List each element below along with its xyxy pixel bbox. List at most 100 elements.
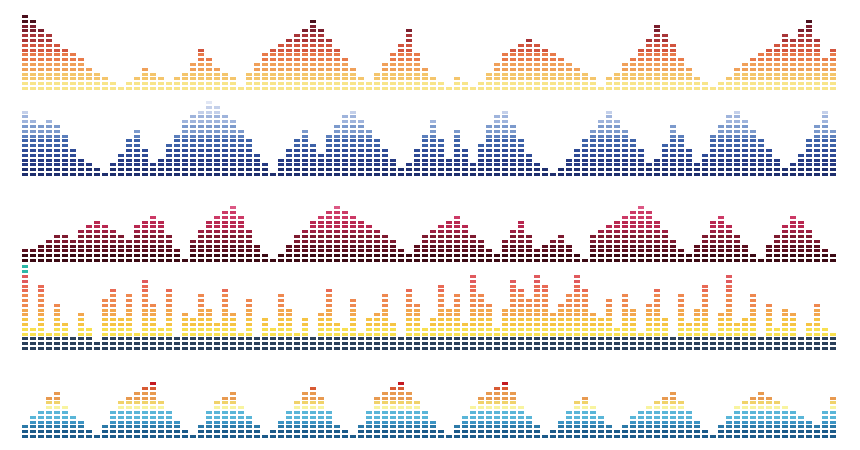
- meter-segment: [198, 58, 204, 62]
- meter-segment: [518, 168, 524, 172]
- meter-segment: [502, 342, 508, 346]
- meter-segment: [470, 425, 476, 429]
- meter-segment: [30, 435, 36, 438]
- meter-segment: [334, 134, 340, 138]
- meter-segment: [774, 259, 780, 262]
- meter-segment: [190, 173, 196, 176]
- meter-segment: [654, 72, 660, 76]
- meter-segment: [694, 249, 700, 253]
- meter-segment: [830, 67, 836, 71]
- meter-segment: [166, 153, 172, 157]
- meter-segment: [510, 289, 516, 293]
- meter-segment: [598, 235, 604, 238]
- meter-column: [822, 354, 828, 438]
- meter-column: [470, 94, 476, 176]
- meter-column: [494, 354, 500, 438]
- meter-column: [422, 180, 428, 262]
- meter-segment: [30, 29, 36, 33]
- meter-segment: [390, 239, 396, 243]
- meter-segment: [230, 125, 236, 128]
- meter-segment: [326, 173, 332, 176]
- meter-segment: [686, 342, 692, 346]
- meter-segment: [78, 239, 84, 243]
- meter-segment: [54, 87, 60, 90]
- meter-column: [590, 94, 596, 176]
- meter-segment: [294, 406, 300, 410]
- meter-segment: [654, 24, 660, 28]
- meter-segment: [438, 313, 444, 317]
- meter-segment: [526, 43, 532, 47]
- meter-segment: [262, 173, 268, 176]
- meter-segment: [342, 249, 348, 253]
- meter-column: [294, 94, 300, 176]
- meter-segment: [174, 163, 180, 167]
- meter-segment: [582, 294, 588, 298]
- meter-segment: [518, 294, 524, 298]
- meter-segment: [406, 163, 412, 167]
- meter-segment: [726, 235, 732, 238]
- meter-segment: [166, 173, 172, 176]
- meter-segment: [734, 244, 740, 248]
- meter-segment: [630, 153, 636, 157]
- meter-segment: [166, 332, 172, 336]
- meter-column: [126, 180, 132, 262]
- meter-column: [782, 10, 788, 90]
- meter-segment: [494, 129, 500, 133]
- meter-segment: [774, 327, 780, 331]
- meter-column: [366, 180, 372, 262]
- meter-segment: [38, 153, 44, 157]
- meter-segment: [414, 435, 420, 438]
- meter-column: [590, 266, 596, 350]
- meter-segment: [630, 220, 636, 224]
- meter-segment: [334, 342, 340, 346]
- meter-segment: [734, 332, 740, 336]
- meter-segment: [502, 87, 508, 90]
- meter-segment: [646, 53, 652, 57]
- meter-segment: [406, 420, 412, 424]
- meter-segment: [638, 347, 644, 350]
- meter-segment: [534, 63, 540, 66]
- meter-segment: [246, 239, 252, 243]
- meter-segment: [790, 173, 796, 176]
- meter-segment: [638, 342, 644, 346]
- meter-segment: [230, 215, 236, 219]
- meter-segment: [510, 259, 516, 262]
- meter-segment: [414, 173, 420, 176]
- meter-segment: [630, 323, 636, 326]
- meter-segment: [214, 435, 220, 438]
- meter-segment: [814, 63, 820, 66]
- meter-segment: [622, 139, 628, 143]
- meter-segment: [510, 254, 516, 258]
- meter-segment: [814, 129, 820, 133]
- meter-segment: [678, 158, 684, 162]
- meter-segment: [470, 420, 476, 424]
- meter-segment: [486, 308, 492, 312]
- meter-column: [702, 94, 708, 176]
- meter-segment: [158, 327, 164, 331]
- meter-segment: [638, 153, 644, 157]
- meter-segment: [606, 87, 612, 90]
- meter-segment: [222, 294, 228, 298]
- meter-segment: [478, 308, 484, 312]
- meter-segment: [582, 144, 588, 148]
- meter-segment: [446, 313, 452, 317]
- meter-segment: [614, 139, 620, 143]
- meter-column: [502, 10, 508, 90]
- meter-segment: [742, 244, 748, 248]
- meter-segment: [622, 225, 628, 229]
- meter-segment: [598, 153, 604, 157]
- meter-segment: [206, 125, 212, 128]
- meter-segment: [238, 153, 244, 157]
- meter-segment: [182, 430, 188, 434]
- meter-segment: [598, 323, 604, 326]
- meter-segment: [630, 63, 636, 66]
- meter-segment: [686, 259, 692, 262]
- meter-row-lagoon: [0, 354, 860, 438]
- meter-segment: [718, 254, 724, 258]
- meter-segment: [294, 58, 300, 62]
- meter-segment: [422, 415, 428, 419]
- meter-segment: [350, 163, 356, 167]
- meter-segment: [590, 435, 596, 438]
- meter-segment: [294, 144, 300, 148]
- meter-segment: [446, 254, 452, 258]
